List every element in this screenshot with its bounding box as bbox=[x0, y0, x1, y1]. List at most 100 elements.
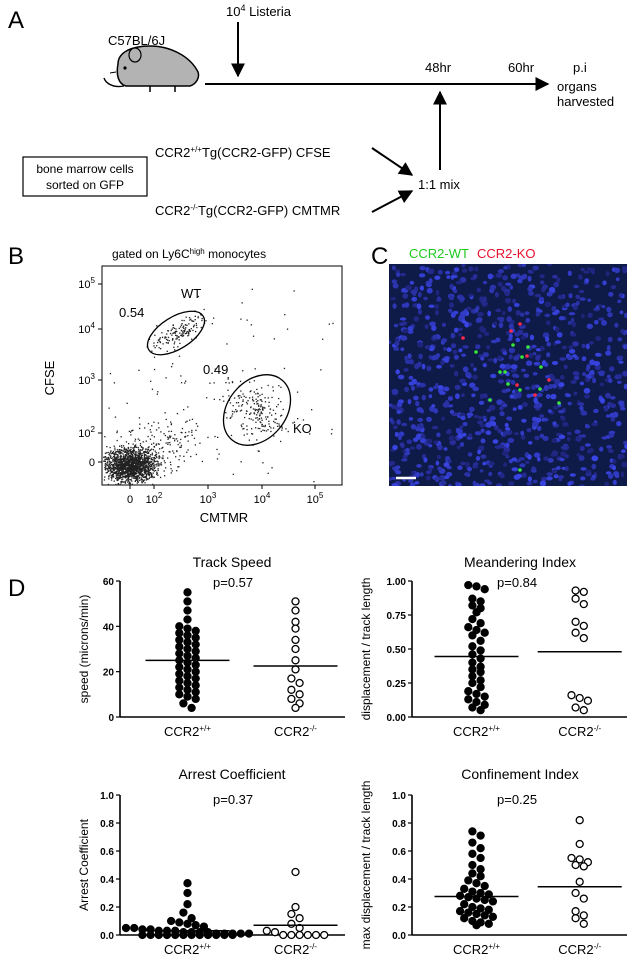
flow-event-negative bbox=[137, 471, 140, 473]
flow-event-negative bbox=[185, 435, 187, 438]
flow-event-scatter bbox=[228, 399, 231, 401]
data-point-wt bbox=[488, 912, 498, 921]
flow-event-negative bbox=[121, 459, 123, 461]
flow-event-wt bbox=[171, 334, 173, 336]
flow-event-negative bbox=[149, 457, 151, 459]
flow-event-negative bbox=[121, 452, 123, 454]
flow-event-negative bbox=[155, 469, 157, 472]
flow-event-negative bbox=[127, 460, 129, 463]
flow-event-negative bbox=[114, 458, 116, 460]
data-point-wt bbox=[468, 678, 477, 688]
flow-event-negative bbox=[151, 475, 154, 477]
nucleus bbox=[531, 384, 536, 390]
flow-event-scatter bbox=[180, 375, 182, 377]
nucleus bbox=[400, 335, 408, 341]
flow-event-scatter bbox=[269, 408, 272, 410]
nucleus bbox=[391, 388, 399, 395]
nucleus bbox=[450, 332, 456, 339]
flow-event-negative bbox=[152, 466, 154, 469]
nucleus bbox=[610, 285, 617, 290]
wt-gate bbox=[146, 310, 206, 356]
data-point-ko bbox=[579, 706, 588, 715]
flow-event-negative bbox=[135, 477, 137, 479]
flow-event-negative bbox=[111, 471, 113, 474]
flow-event-negative bbox=[140, 469, 142, 471]
data-point-wt bbox=[175, 683, 184, 692]
nucleus bbox=[568, 345, 574, 350]
flow-event-negative bbox=[119, 483, 121, 485]
flow-event-negative bbox=[179, 442, 181, 444]
flow-event-wt bbox=[174, 332, 176, 334]
nucleus bbox=[502, 462, 508, 468]
nucleus bbox=[470, 362, 474, 368]
p-value: p=0.25 bbox=[497, 792, 537, 807]
nucleus bbox=[622, 440, 627, 445]
flow-event-negative bbox=[116, 454, 119, 456]
nucleus bbox=[505, 455, 510, 459]
data-point-wt bbox=[183, 638, 192, 647]
flow-event-wt bbox=[153, 345, 155, 347]
nucleus bbox=[478, 400, 485, 405]
flow-event-negative bbox=[137, 462, 139, 464]
nucleus bbox=[579, 484, 585, 486]
nucleus bbox=[579, 445, 585, 451]
flow-event-ko bbox=[257, 450, 259, 452]
flow-event-ko bbox=[257, 412, 259, 414]
flow-event-negative bbox=[122, 475, 124, 477]
flow-event-negative bbox=[132, 447, 134, 449]
flow-event-ko bbox=[261, 419, 263, 421]
flow-event-negative bbox=[110, 450, 112, 452]
flow-event-negative bbox=[116, 462, 118, 465]
nucleus bbox=[558, 409, 565, 414]
flow-event-ko bbox=[242, 393, 244, 395]
flow-event-negative bbox=[122, 463, 124, 465]
flow-event-negative bbox=[159, 463, 161, 465]
data-point-wt bbox=[183, 651, 192, 660]
flow-event-negative bbox=[129, 458, 131, 460]
flow-event-negative bbox=[112, 468, 115, 470]
flow-event-ko bbox=[257, 409, 259, 411]
flow-event-negative bbox=[191, 429, 193, 432]
flow-event-negative bbox=[126, 469, 129, 472]
nucleus bbox=[394, 341, 400, 347]
category-label: CCR2-/- bbox=[274, 942, 317, 957]
nucleus bbox=[485, 422, 492, 428]
nucleus bbox=[490, 373, 497, 379]
nucleus bbox=[440, 360, 445, 366]
flow-event-negative bbox=[143, 476, 145, 478]
nucleus bbox=[404, 355, 408, 361]
flow-event-negative bbox=[140, 471, 142, 473]
flow-event-ko bbox=[269, 412, 271, 414]
nucleus bbox=[506, 330, 510, 336]
data-point-wt bbox=[130, 923, 139, 933]
flow-event-negative bbox=[144, 472, 146, 474]
flow-event-negative bbox=[125, 454, 127, 456]
data-point-wt bbox=[480, 881, 489, 891]
flow-event-negative bbox=[125, 479, 127, 482]
flow-event-wt bbox=[193, 324, 195, 326]
panel-b-label: B bbox=[8, 243, 24, 270]
flow-event-negative bbox=[147, 458, 149, 460]
nucleus bbox=[426, 365, 432, 372]
flow-event-ko bbox=[219, 399, 221, 401]
flow-event-negative bbox=[170, 423, 172, 426]
flow-event-negative bbox=[129, 455, 132, 457]
flow-event-ko bbox=[269, 425, 271, 428]
nucleus bbox=[467, 452, 473, 457]
nucleus bbox=[539, 274, 545, 279]
flow-event-negative bbox=[123, 464, 125, 467]
flow-event-ko bbox=[268, 420, 270, 422]
nucleus bbox=[551, 361, 559, 365]
flow-event-negative bbox=[134, 468, 136, 471]
flow-event-wt bbox=[185, 316, 187, 318]
flow-event-negative bbox=[136, 482, 138, 484]
nucleus bbox=[479, 423, 486, 428]
flow-event-negative bbox=[106, 468, 109, 470]
data-point-wt bbox=[154, 930, 163, 940]
flow-event-negative bbox=[116, 449, 119, 451]
flow-event-ko bbox=[260, 411, 262, 413]
flow-event-negative bbox=[199, 442, 201, 444]
flow-event-negative bbox=[140, 463, 142, 465]
flow-event-negative bbox=[139, 423, 141, 425]
flow-event-negative bbox=[111, 452, 113, 454]
